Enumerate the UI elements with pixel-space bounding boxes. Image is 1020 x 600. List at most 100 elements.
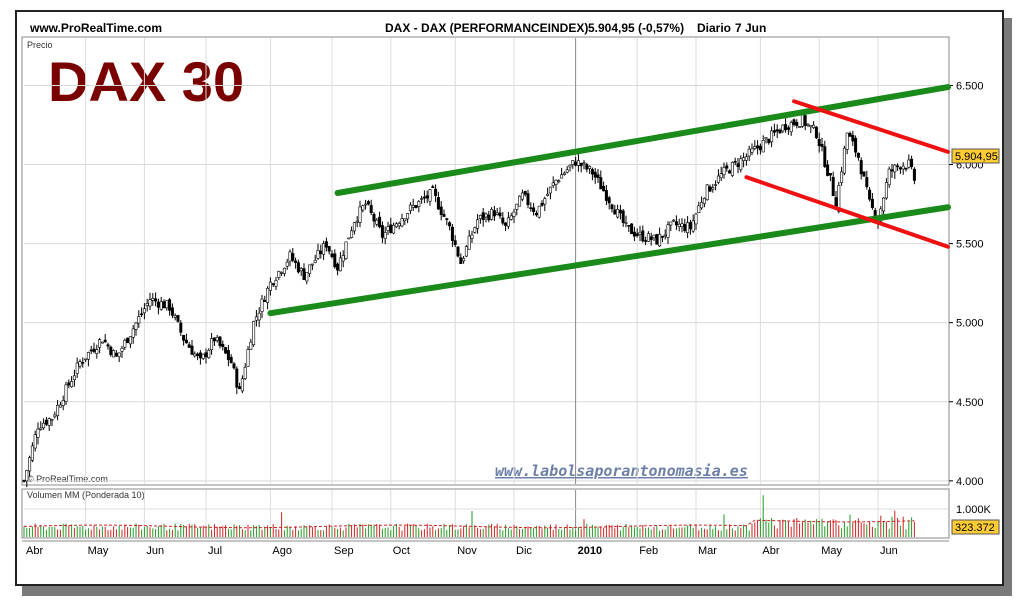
candle [422, 196, 426, 199]
candle [425, 195, 429, 199]
candle [159, 301, 163, 310]
candle [562, 172, 566, 175]
candle [106, 344, 110, 347]
candle [257, 312, 261, 321]
candle [546, 193, 550, 196]
date-label: 7 Jun [735, 21, 766, 35]
candle [781, 124, 785, 132]
candle [812, 124, 816, 128]
candle [862, 171, 866, 177]
candle [638, 231, 642, 235]
candle [568, 164, 572, 168]
candle [495, 212, 499, 215]
candle [590, 169, 594, 175]
candle [795, 121, 799, 126]
candle [333, 253, 337, 268]
candle [478, 214, 482, 219]
candle [33, 434, 37, 449]
candle [672, 219, 676, 222]
candle [347, 237, 351, 240]
candle [588, 166, 592, 169]
candle [285, 261, 289, 267]
candle [716, 175, 720, 183]
website-link[interactable]: www.labolsaporantonomasia.es [495, 462, 748, 480]
candle [70, 381, 74, 388]
candle [81, 361, 85, 364]
candle [274, 280, 278, 287]
candle [456, 246, 460, 257]
candle [742, 157, 746, 161]
candle [322, 243, 326, 255]
candle [453, 240, 457, 245]
candle [366, 201, 370, 205]
candle [473, 227, 477, 233]
candle [733, 160, 737, 163]
x-tick-label: Oct [393, 545, 410, 557]
candle [406, 213, 410, 220]
y-tick-label: 5.000 [956, 318, 984, 330]
candle [176, 315, 180, 322]
candle [576, 160, 580, 166]
candle [215, 337, 219, 341]
candle [184, 339, 188, 344]
candle [162, 301, 166, 309]
candle [831, 176, 835, 197]
candle [526, 193, 530, 206]
y-tick-label: 4.500 [956, 397, 984, 409]
candle [198, 352, 202, 359]
candle [714, 184, 718, 186]
candle [806, 123, 810, 126]
candle [540, 202, 544, 206]
candle [280, 272, 284, 274]
candle [30, 445, 34, 461]
candle [907, 159, 911, 168]
candle [156, 301, 160, 308]
candle [512, 211, 516, 217]
candle [868, 189, 872, 200]
candle [739, 158, 743, 171]
candle [224, 347, 228, 354]
candle [571, 160, 575, 165]
candle [86, 352, 90, 360]
candle [95, 349, 99, 355]
candle [557, 180, 561, 182]
candle [596, 174, 600, 178]
x-tick-label: Mar [698, 545, 717, 557]
candle [618, 209, 622, 214]
trend-line [334, 84, 951, 196]
candle [268, 281, 272, 291]
candle [72, 375, 76, 381]
trend-lines [267, 84, 951, 317]
candle [826, 164, 830, 176]
candle [520, 192, 524, 200]
site-title[interactable]: www.ProRealTime.com [29, 21, 162, 35]
candle [341, 255, 345, 262]
candle [532, 207, 536, 212]
candle [823, 146, 827, 167]
candle [470, 234, 474, 239]
candle [131, 328, 135, 338]
candle [459, 257, 463, 265]
candle [859, 160, 863, 175]
candle [901, 165, 905, 170]
candle [358, 206, 362, 223]
candle [408, 204, 412, 211]
candle [828, 173, 832, 176]
candle [103, 339, 107, 343]
candle [114, 352, 118, 357]
candle [98, 339, 102, 348]
candle [126, 337, 130, 343]
candle [582, 162, 586, 165]
candle [336, 263, 340, 271]
candle [296, 262, 300, 273]
candle [660, 235, 664, 238]
candle [464, 246, 468, 257]
candle [78, 361, 82, 367]
candle [254, 316, 258, 321]
candle [302, 268, 306, 280]
x-tick-label: Sep [334, 545, 354, 557]
candles [22, 112, 916, 488]
candle [212, 337, 216, 342]
candle [226, 350, 230, 360]
